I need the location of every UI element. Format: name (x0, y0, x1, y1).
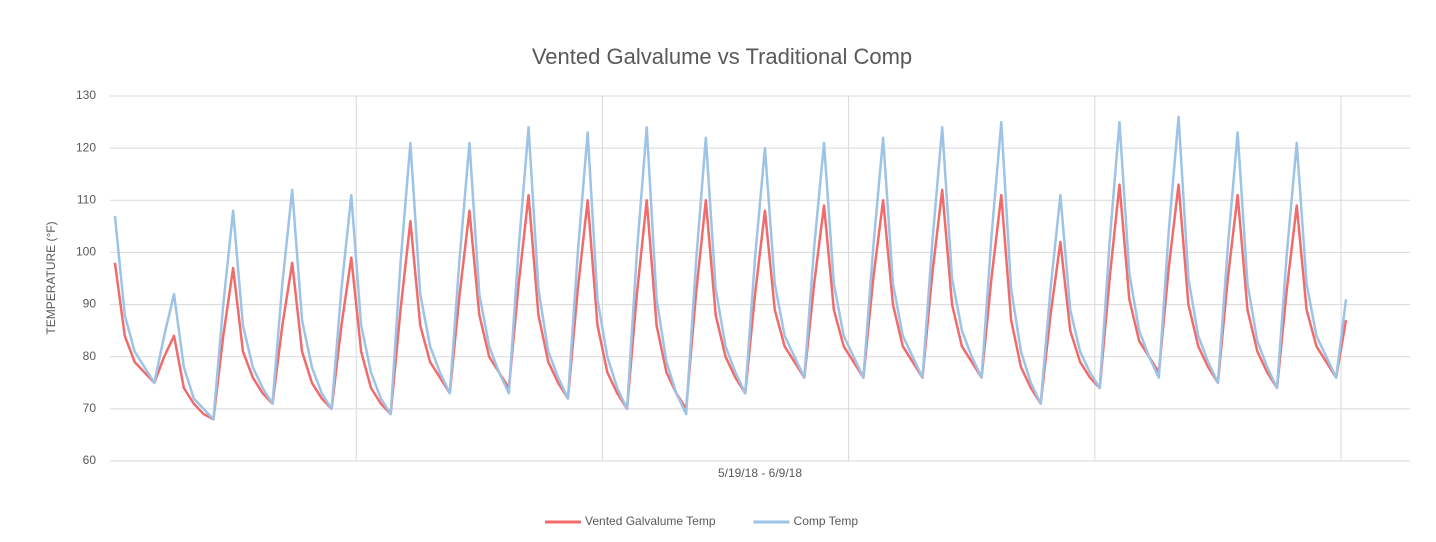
legend: Vented Galvalume Temp Comp Temp (545, 514, 858, 528)
legend-label: Comp Temp (794, 514, 859, 528)
y-tick-label: 100 (76, 245, 96, 259)
y-axis-title: TEMPERATURE (°F) (44, 221, 58, 334)
x-axis-title: 5/19/18 - 6/9/18 (718, 466, 802, 480)
series-line (113, 115, 1348, 421)
legend-label: Vented Galvalume Temp (585, 514, 716, 528)
y-tick-label: 80 (83, 349, 97, 363)
chart-title: Vented Galvalume vs Traditional Comp (532, 44, 912, 69)
plot (113, 115, 1348, 421)
y-tick-label: 120 (76, 140, 96, 154)
y-tick-label: 90 (83, 297, 97, 311)
y-tick-label: 70 (83, 401, 97, 415)
grid: 60 70 80 90 100 110 120 130 (76, 88, 1410, 467)
series-line (113, 183, 1348, 421)
y-tick-label: 110 (77, 192, 96, 206)
y-tick-label: 60 (83, 453, 97, 467)
y-tick-label: 130 (76, 88, 96, 102)
